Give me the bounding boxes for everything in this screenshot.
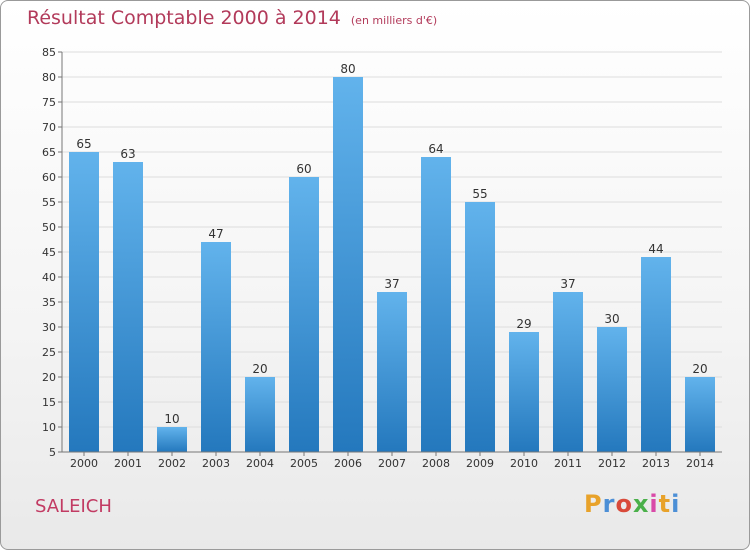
y-tick-label: 20: [42, 371, 56, 384]
y-tick-label: 70: [42, 121, 56, 134]
bar-value-label: 44: [648, 242, 663, 256]
bar-value-label: 47: [208, 227, 223, 241]
bar-2010: [509, 332, 539, 452]
bar-2011: [553, 292, 583, 452]
bar-2014: [685, 377, 715, 452]
x-tick-label: 2002: [158, 457, 186, 470]
bar-2007: [377, 292, 407, 452]
logo-letter: o: [615, 490, 633, 518]
x-tick-label: 2010: [510, 457, 538, 470]
y-tick-label: 45: [42, 246, 56, 259]
bar-2012: [597, 327, 627, 452]
chart-unit-note: (en milliers d'€): [350, 14, 438, 27]
x-tick-label: 2012: [598, 457, 626, 470]
bar-value-label: 30: [604, 312, 619, 326]
bar-2001: [113, 162, 143, 452]
x-tick-label: 2007: [378, 457, 406, 470]
y-axis: 5 10 15 20 25 30 35 40 45 50 55 60 65 70 75 80 85: [42, 46, 63, 459]
bar-value-label: 64: [428, 142, 443, 156]
logo-letter: r: [602, 490, 616, 518]
bar-2000: [69, 152, 99, 452]
x-tick-label: 2008: [422, 457, 450, 470]
bar-2004: [245, 377, 275, 452]
bar-2003: [201, 242, 231, 452]
x-tick-label: 2006: [334, 457, 362, 470]
y-tick-label: 55: [42, 196, 56, 209]
bar-value-label: 29: [516, 317, 531, 331]
y-tick-label: 65: [42, 146, 56, 159]
chart-title-text: Résultat Comptable 2000 à 2014: [27, 7, 341, 29]
chart-title: Résultat Comptable 2000 à 2014 (en millie…: [27, 7, 437, 29]
bar-value-label: 10: [164, 412, 179, 426]
bar-value-label: 20: [252, 362, 267, 376]
bar-2002: [157, 427, 187, 452]
y-tick-label: 30: [42, 321, 56, 334]
x-tick-label: 2000: [70, 457, 98, 470]
bar-value-label: 20: [692, 362, 707, 376]
x-tick-label: 2011: [554, 457, 582, 470]
x-tick-label: 2003: [202, 457, 230, 470]
proxiti-logo[interactable]: Proxiti: [584, 490, 680, 518]
logo-letter: x: [632, 490, 650, 518]
bar-value-label: 37: [384, 277, 399, 291]
bars: 65 63 10 47 20 60 80 37 64 55 29 37 30 44 20: [69, 62, 715, 452]
y-tick-label: 35: [42, 296, 56, 309]
bar-value-label: 37: [560, 277, 575, 291]
logo-letter: i: [671, 490, 681, 518]
y-tick-label: 60: [42, 171, 56, 184]
x-tick-label: 2014: [686, 457, 714, 470]
x-tick-label: 2004: [246, 457, 274, 470]
logo-letter: P: [584, 490, 603, 518]
bar-value-label: 60: [296, 162, 311, 176]
y-tick-label: 15: [42, 396, 56, 409]
y-tick-label: 85: [42, 46, 56, 59]
bar-value-label: 63: [120, 147, 135, 161]
x-tick-label: 2001: [114, 457, 142, 470]
x-tick-label: 2009: [466, 457, 494, 470]
bar-2006: [333, 77, 363, 452]
x-tick-label: 2013: [642, 457, 670, 470]
logo-letter: t: [658, 490, 672, 518]
x-axis: 2000 2001 2002 2003 2004 2005 2006 2007 2008 2009…: [62, 451, 722, 470]
y-tick-label: 50: [42, 221, 56, 234]
y-tick-label: 75: [42, 96, 56, 109]
commune-name: SALEICH: [35, 496, 112, 517]
bar-2009: [465, 202, 495, 452]
y-tick-label: 5: [49, 446, 56, 459]
bar-value-label: 55: [472, 187, 487, 201]
bar-2008: [421, 157, 451, 452]
y-tick-label: 25: [42, 346, 56, 359]
y-tick-label: 40: [42, 271, 56, 284]
y-tick-label: 80: [42, 71, 56, 84]
bar-value-label: 65: [76, 137, 91, 151]
x-tick-label: 2005: [290, 457, 318, 470]
bar-2005: [289, 177, 319, 452]
bar-value-label: 80: [340, 62, 355, 76]
y-tick-label: 10: [42, 421, 56, 434]
logo-letter: i: [649, 490, 659, 518]
bar-2013: [641, 257, 671, 452]
